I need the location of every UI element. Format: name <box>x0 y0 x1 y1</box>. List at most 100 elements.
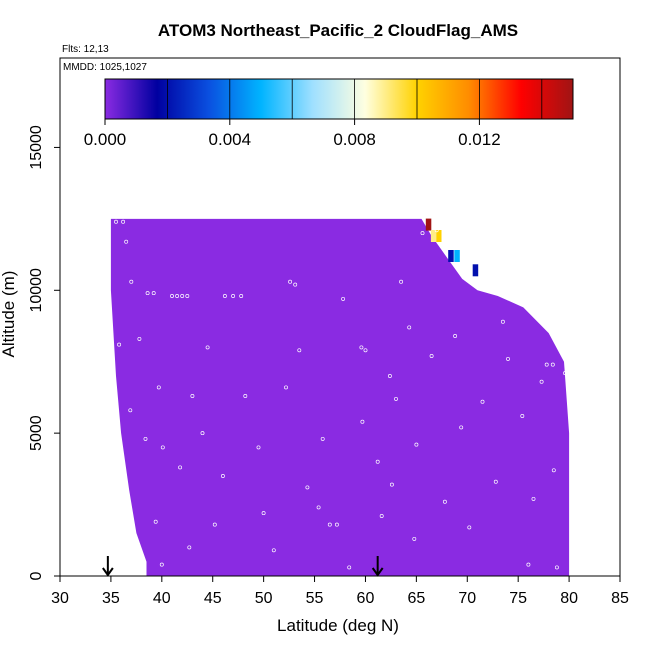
y-tick-label: 0 <box>28 571 45 580</box>
data-cell <box>430 230 437 242</box>
y-axis-label: Altitude (m) <box>0 271 18 358</box>
arrow-head <box>102 567 114 577</box>
sample-point <box>551 468 556 473</box>
sample-point <box>444 236 449 241</box>
sample-point <box>316 505 321 510</box>
sample-point <box>434 228 439 233</box>
sample-point <box>320 436 325 441</box>
sample-point <box>108 331 113 336</box>
sample-point <box>359 345 364 350</box>
sample-point <box>151 291 156 296</box>
sample-point <box>170 294 174 298</box>
flight-marker-arrow <box>371 556 384 577</box>
sample-point <box>205 345 210 350</box>
x-tick-label: 60 <box>357 590 375 607</box>
sample-point <box>243 394 248 398</box>
sample-point <box>500 319 505 324</box>
colorbar-tick-label: 0.000 <box>84 130 127 149</box>
data-cell <box>454 250 460 262</box>
sample-point <box>190 394 195 398</box>
sample-point <box>420 231 425 236</box>
x-axis-label: Latitude (deg N) <box>277 616 399 635</box>
x-tick-label: 85 <box>611 590 629 607</box>
sample-point <box>341 296 346 301</box>
sample-point <box>544 362 549 367</box>
sample-point <box>334 522 339 527</box>
y-tick-label: 10000 <box>28 268 45 313</box>
sample-point <box>493 479 498 484</box>
sample-point <box>539 379 544 384</box>
colorbar <box>104 78 574 120</box>
y-tick-label: 5000 <box>28 415 45 451</box>
x-tick-label: 30 <box>51 590 69 607</box>
dates-annotation: MMDD: 1025,1027 <box>63 62 147 73</box>
sample-point <box>222 294 227 298</box>
y-tick-label: 15000 <box>28 125 45 170</box>
sample-point <box>239 294 244 298</box>
plot-data-layer <box>102 218 570 577</box>
sample-point <box>256 445 261 450</box>
sample-point <box>293 282 298 287</box>
sample-point <box>137 336 142 341</box>
x-tick-label: 40 <box>153 590 171 607</box>
sample-point <box>156 385 161 390</box>
sample-point <box>160 445 165 450</box>
sample-point <box>407 325 412 330</box>
data-cell <box>436 230 442 242</box>
sample-point <box>121 219 126 224</box>
sample-point <box>375 459 380 464</box>
sample-point <box>563 371 567 376</box>
sample-point <box>220 474 225 478</box>
sample-point <box>212 522 217 527</box>
sample-point <box>271 548 276 553</box>
sample-point <box>159 562 164 567</box>
colorbar-tick-label: 0.004 <box>209 130 252 149</box>
x-tick-label: 80 <box>560 590 578 607</box>
x-tick-label: 65 <box>407 590 425 607</box>
sample-point <box>389 482 394 487</box>
sample-point <box>305 485 310 490</box>
sample-point <box>531 496 536 501</box>
sample-point <box>429 354 434 358</box>
x-tick-label: 70 <box>458 590 476 607</box>
flights-annotation: Flts: 12,13 <box>62 44 109 55</box>
sample-point <box>520 414 525 418</box>
plot-frame <box>59 57 621 577</box>
sample-point <box>442 499 447 504</box>
data-cell <box>425 218 432 231</box>
sample-point <box>360 419 365 424</box>
sample-point <box>180 294 185 298</box>
sample-point <box>117 342 122 347</box>
x-tick-label: 75 <box>509 590 527 607</box>
sample-point <box>347 565 352 570</box>
sample-point <box>387 374 392 378</box>
sample-point <box>394 396 398 401</box>
colorbar-tick-label: 0.012 <box>458 130 501 149</box>
sample-point <box>506 356 510 361</box>
sample-point <box>550 362 555 367</box>
sample-point <box>129 279 134 284</box>
sample-point <box>363 348 368 353</box>
sample-point <box>128 408 133 413</box>
sample-point <box>414 442 419 447</box>
sample-point <box>153 519 158 524</box>
sample-point <box>480 399 485 404</box>
colorbar-ticks: 0.000 0.004 0.008 0.012 <box>84 79 543 149</box>
sample-point <box>399 279 404 284</box>
x-tick-label: 50 <box>255 590 273 607</box>
sample-point <box>284 385 288 390</box>
sample-point <box>297 348 302 353</box>
sample-point <box>114 219 118 224</box>
x-tick-label: 35 <box>102 590 120 607</box>
axes: 30 35 40 45 50 55 60 65 70 75 80 85 0 5000 10000 15000 <box>28 125 629 607</box>
sample-point <box>327 522 332 527</box>
sample-point <box>554 565 559 570</box>
chart-title: ATOM3 Northeast_Pacific_2 CloudFlag_AMS <box>158 21 518 40</box>
x-tick-label: 45 <box>204 590 222 607</box>
data-coverage-region <box>110 218 570 576</box>
sample-point <box>261 511 266 516</box>
sample-point <box>231 294 236 298</box>
sample-point <box>459 425 464 430</box>
